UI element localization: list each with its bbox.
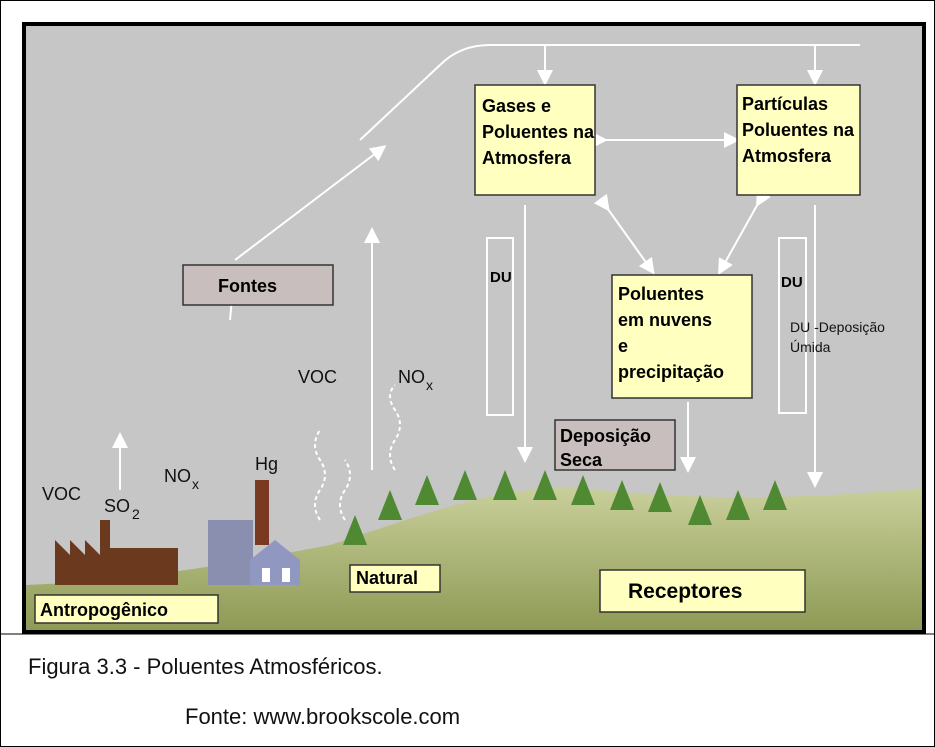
label-sub: x	[192, 476, 199, 492]
du-label: DU	[781, 274, 803, 291]
box-text: Fontes	[218, 276, 277, 296]
box-text: em nuvens	[618, 310, 712, 330]
label-sub: x	[426, 377, 433, 393]
label: NO	[398, 367, 425, 387]
box-seca	[554, 419, 676, 471]
label: SO	[104, 496, 130, 516]
box-nuvens	[611, 274, 753, 399]
label: VOC	[298, 367, 337, 387]
box-text: Deposição	[560, 426, 651, 446]
box-fontes	[182, 264, 334, 306]
caption-title: Figura 3.3 - Poluentes Atmosféricos.	[28, 654, 383, 679]
label: Hg	[255, 454, 278, 474]
factory	[55, 480, 300, 585]
box-text: Partículas	[742, 94, 828, 114]
box-receptores	[599, 569, 806, 613]
box-text: Gases e	[482, 96, 551, 116]
box-text: precipitação	[618, 362, 724, 382]
box-antropogenico	[34, 594, 219, 624]
du-note: Úmida	[790, 339, 831, 355]
label: NO	[164, 466, 191, 486]
box-text: Poluentes	[618, 284, 704, 304]
box-text: Seca	[560, 450, 603, 470]
box-text: Natural	[356, 568, 418, 588]
box-natural	[349, 564, 441, 593]
box-text: Atmosfera	[742, 146, 832, 166]
du-label: DU	[490, 269, 512, 286]
box-text: Atmosfera	[482, 148, 572, 168]
label: VOC	[42, 484, 81, 504]
label-sub: 2	[132, 506, 140, 522]
boxes	[34, 84, 861, 624]
trees	[343, 470, 787, 545]
box-text: Antropogênico	[40, 600, 168, 620]
caption-source: Fonte: www.brookscole.com	[185, 704, 461, 729]
du-note: DU -Deposição	[790, 319, 885, 335]
box-text: Receptores	[628, 580, 742, 603]
box-text: Poluentes na	[742, 120, 855, 140]
box-particulas	[736, 84, 861, 196]
box-gases	[474, 84, 596, 196]
box-text: Poluentes na	[482, 122, 595, 142]
arrows	[112, 44, 860, 521]
box-text: e	[618, 336, 628, 356]
